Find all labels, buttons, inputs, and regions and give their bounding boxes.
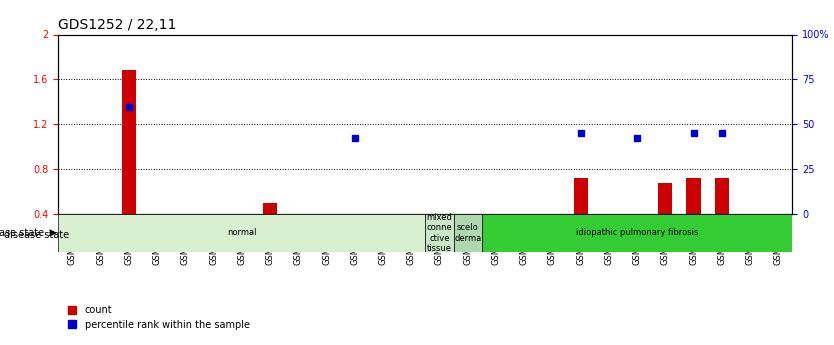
Text: idiopathic pulmonary fibrosis: idiopathic pulmonary fibrosis	[575, 228, 698, 237]
Text: scelo
derma: scelo derma	[454, 223, 481, 243]
FancyBboxPatch shape	[425, 214, 454, 252]
Bar	[263, 203, 277, 214]
FancyBboxPatch shape	[454, 214, 482, 252]
Bar	[715, 178, 729, 214]
Text: disease state: disease state	[4, 230, 69, 239]
Bar	[686, 178, 701, 214]
Text: disease state: disease state	[0, 228, 54, 238]
Text: GDS1252 / 22,11: GDS1252 / 22,11	[58, 18, 177, 32]
Text: mixed
conne
ctive
tissue: mixed conne ctive tissue	[426, 213, 452, 253]
Bar	[574, 178, 588, 214]
Bar	[658, 183, 672, 214]
Text: normal: normal	[227, 228, 257, 237]
FancyBboxPatch shape	[58, 214, 425, 252]
Legend: count, percentile rank within the sample: count, percentile rank within the sample	[63, 302, 254, 334]
FancyBboxPatch shape	[482, 214, 792, 252]
Bar	[122, 70, 136, 214]
